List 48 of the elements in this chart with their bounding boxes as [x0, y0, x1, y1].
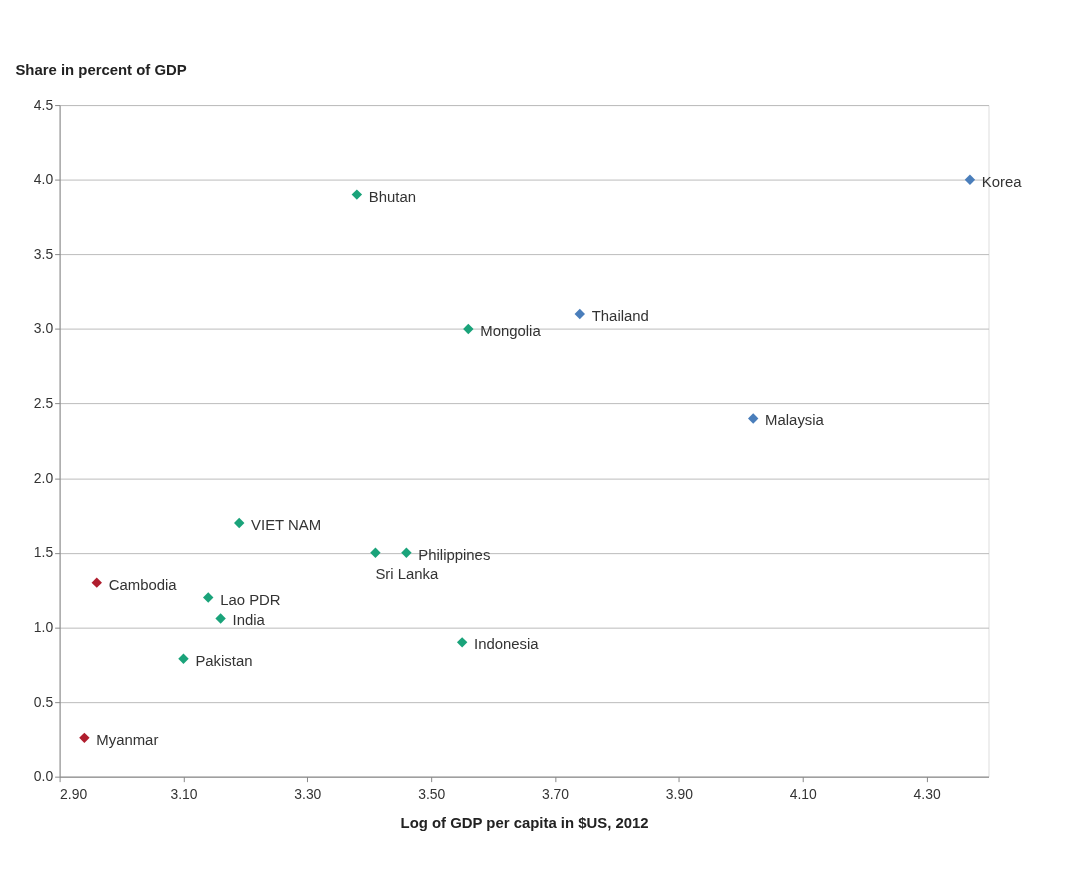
- point: [178, 653, 189, 664]
- annotation: Lao PDR: [220, 591, 281, 608]
- annotation: Sri Lanka: [375, 565, 440, 582]
- y-tick-label: 0.5: [33, 693, 54, 710]
- y-tick-label: 0.0: [33, 768, 54, 785]
- x-tick-label: 3.10: [170, 786, 198, 803]
- x-axis-title: Log of GDP per capita in $US, 2012: [400, 814, 649, 831]
- annotation: Mongolia: [480, 322, 542, 339]
- y-tick-label: 3.5: [33, 245, 54, 262]
- point: [215, 613, 226, 624]
- x-tick-label: 2.90: [60, 786, 88, 803]
- annotation: Cambodia: [108, 576, 178, 593]
- x-tick-label: 3.50: [418, 786, 446, 803]
- point: [233, 517, 245, 529]
- annotation: Pakistan: [195, 652, 253, 669]
- point: [574, 308, 586, 320]
- point: [203, 592, 214, 603]
- x-tick-label: 3.70: [542, 786, 570, 803]
- y-tick-label: 4.0: [33, 171, 54, 188]
- point: [747, 413, 759, 424]
- point: [370, 547, 381, 559]
- point: [351, 189, 363, 200]
- x-tick-label: 4.30: [913, 786, 941, 803]
- point: [91, 577, 102, 588]
- y-axis-title: Share in percent of GDP: [15, 61, 187, 78]
- y-tick-label: 2.5: [33, 395, 54, 412]
- x-tick-label: 3.90: [665, 786, 694, 803]
- y-tick-label: 3.0: [33, 320, 54, 337]
- y-tick-label: 1.5: [33, 544, 54, 561]
- annotation: Malaysia: [765, 412, 825, 429]
- annotation: Philippines: [418, 546, 491, 563]
- annotation: Indonesia: [474, 636, 540, 653]
- x-tick-label: 4.10: [789, 786, 818, 803]
- y-tick-label: 2.0: [33, 469, 54, 486]
- y-tick-label: 4.5: [33, 96, 54, 113]
- annotation: Thailand: [591, 307, 649, 324]
- point: [456, 637, 468, 648]
- point: [964, 174, 976, 185]
- annotation: Myanmar: [96, 731, 159, 748]
- annotation: VIET NAM: [251, 516, 322, 533]
- annotation: Bhutan: [368, 188, 416, 205]
- y-tick-label: 1.0: [33, 618, 54, 635]
- point: [401, 547, 412, 559]
- x-tick-label: 3.30: [294, 786, 322, 803]
- point: [463, 323, 474, 335]
- annotation: India: [232, 612, 266, 629]
- annotation: Korea: [981, 173, 1023, 190]
- point: [79, 732, 90, 744]
